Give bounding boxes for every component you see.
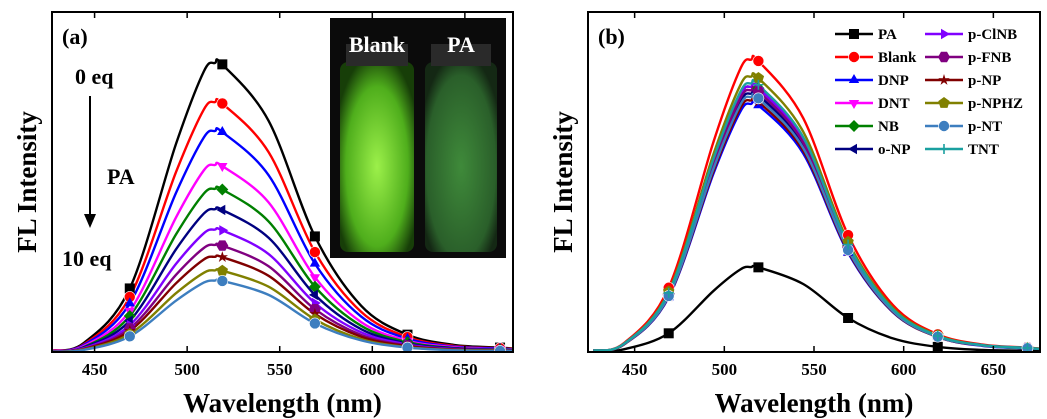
legend-label: PA xyxy=(878,27,897,43)
marker xyxy=(124,297,135,307)
marker xyxy=(216,240,229,251)
legend-label: p-ClNB xyxy=(968,27,1017,43)
x-tick-label: 650 xyxy=(981,360,1007,379)
marker xyxy=(309,307,321,319)
inset-label: Blank xyxy=(349,32,406,57)
x-tick-label: 500 xyxy=(712,360,738,379)
marker xyxy=(123,330,136,343)
marker xyxy=(932,341,943,352)
panel-label: (a) xyxy=(62,24,88,49)
legend-marker xyxy=(848,74,860,83)
legend-label: TNT xyxy=(968,142,999,158)
marker xyxy=(753,79,764,90)
plot-area xyxy=(593,54,1040,352)
marker xyxy=(217,59,228,70)
inset-photo xyxy=(330,18,506,258)
x-axis-title: Wavelength (nm) xyxy=(183,388,382,418)
legend-marker xyxy=(938,51,950,63)
marker xyxy=(309,231,320,242)
marker xyxy=(216,204,226,216)
x-tick-label: 450 xyxy=(622,360,648,379)
panel-label: (b) xyxy=(598,24,625,49)
marker xyxy=(216,97,229,110)
legend-marker xyxy=(938,97,950,108)
legend-marker xyxy=(848,51,860,63)
marker xyxy=(752,55,765,67)
plot-area xyxy=(52,58,513,352)
marker xyxy=(663,328,674,339)
x-tick-label: 650 xyxy=(452,360,478,379)
legend-label: DNP xyxy=(878,73,909,89)
marker xyxy=(401,341,414,352)
marker xyxy=(309,274,321,284)
legend-label: p-FNB xyxy=(968,50,1011,66)
marker xyxy=(217,163,228,172)
legend-marker xyxy=(848,120,860,132)
legend-marker xyxy=(938,120,950,132)
y-axis-title: FL Intensity xyxy=(548,111,578,253)
marker xyxy=(217,126,228,135)
series-line xyxy=(593,96,1040,352)
legend-marker xyxy=(941,28,950,40)
legend-label: Blank xyxy=(878,50,917,66)
legend-label: DNT xyxy=(878,96,910,112)
marker xyxy=(309,257,321,267)
marker xyxy=(309,317,321,330)
marker xyxy=(494,345,506,352)
series-line xyxy=(52,58,513,352)
marker xyxy=(309,246,321,258)
x-axis-title: Wavelength (nm) xyxy=(715,388,914,418)
series-line xyxy=(593,78,1040,352)
marker xyxy=(124,283,135,294)
x-tick-label: 450 xyxy=(82,360,108,379)
legend-marker xyxy=(849,29,859,39)
legend-label: NB xyxy=(878,119,899,135)
inset-label: PA xyxy=(447,32,475,57)
marker xyxy=(219,225,229,236)
legend-marker xyxy=(848,143,857,155)
marker xyxy=(663,287,674,298)
plot-frame xyxy=(51,11,514,353)
x-tick-label: 550 xyxy=(801,360,827,379)
x-tick-label: 550 xyxy=(267,360,293,379)
legend-label: p-NP xyxy=(968,73,1001,89)
marker xyxy=(752,92,765,105)
series-line xyxy=(593,99,1040,352)
legend-label: o-NP xyxy=(878,142,911,158)
arrowhead xyxy=(84,214,96,228)
x-tick-label: 600 xyxy=(891,360,917,379)
marker xyxy=(216,264,228,276)
y-axis-title: FL Intensity xyxy=(12,111,42,253)
marker xyxy=(752,72,765,83)
annotation: PA xyxy=(107,164,135,189)
legend-label: p-NPHZ xyxy=(968,96,1023,112)
marker xyxy=(843,239,854,250)
x-tick-label: 500 xyxy=(174,360,200,379)
legend-marker xyxy=(938,74,950,85)
annotation: 10 eq xyxy=(62,246,112,271)
marker xyxy=(843,313,854,323)
legend-label: p-NT xyxy=(968,119,1002,135)
legend-marker xyxy=(939,144,949,154)
annotation: 0 eq xyxy=(75,64,114,89)
x-tick-label: 600 xyxy=(360,360,386,379)
marker xyxy=(308,289,318,301)
marker xyxy=(216,275,229,287)
marker xyxy=(932,331,943,342)
marker xyxy=(216,251,228,262)
marker xyxy=(216,183,229,196)
legend-marker xyxy=(848,100,860,109)
marker xyxy=(753,262,764,273)
